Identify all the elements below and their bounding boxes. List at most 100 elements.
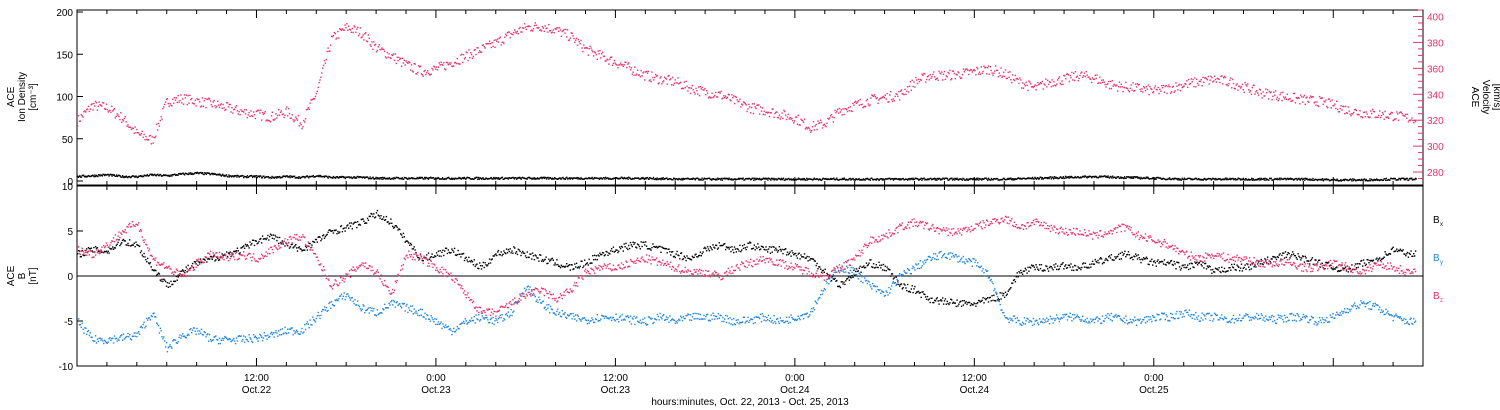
- density-point: [625, 178, 627, 180]
- density-point: [216, 173, 219, 176]
- velocity-point: [274, 118, 276, 120]
- velocity-point: [1264, 95, 1266, 97]
- density-point: [999, 179, 1001, 181]
- bx-point: [453, 251, 455, 253]
- density-point: [926, 179, 928, 181]
- bx-point: [1143, 257, 1145, 259]
- velocity-point: [778, 114, 781, 116]
- bx-point: [1185, 267, 1187, 269]
- density-point: [967, 179, 969, 181]
- density-point: [1091, 177, 1093, 179]
- velocity-point: [492, 45, 494, 48]
- density-point: [512, 176, 514, 179]
- density-point: [222, 173, 224, 176]
- velocity-point: [511, 33, 513, 35]
- density-point: [1387, 179, 1389, 181]
- velocity-point: [208, 97, 210, 99]
- bx-point: [393, 226, 396, 228]
- density-point: [467, 176, 469, 179]
- bx-point: [177, 276, 179, 278]
- bx-point: [925, 296, 927, 298]
- bx-point: [871, 266, 873, 268]
- velocity-point: [1335, 107, 1337, 110]
- density-point: [1005, 178, 1008, 181]
- density-point: [738, 177, 740, 180]
- bx-point: [994, 300, 996, 302]
- velocity-point: [527, 25, 529, 28]
- bx-point: [1135, 253, 1137, 255]
- bx-point: [1276, 256, 1279, 258]
- velocity-point: [355, 31, 357, 33]
- bx-point: [811, 258, 813, 260]
- density-tick-label: 0: [67, 177, 73, 188]
- bx-point: [278, 236, 281, 239]
- density-point: [507, 178, 510, 180]
- velocity-point: [155, 135, 157, 137]
- bx-point: [1019, 272, 1021, 274]
- density-point: [266, 176, 269, 178]
- density-point: [726, 177, 729, 180]
- density-point: [1124, 177, 1126, 179]
- bx-point: [577, 266, 580, 268]
- density-point: [88, 175, 90, 177]
- bx-point: [107, 250, 109, 252]
- bx-point: [1087, 266, 1089, 268]
- density-point: [913, 178, 915, 181]
- bx-point: [1152, 261, 1155, 263]
- velocity-point: [883, 97, 886, 99]
- velocity-point: [452, 65, 454, 68]
- velocity-point: [343, 29, 345, 31]
- bx-point: [1113, 259, 1115, 261]
- bx-point: [381, 218, 383, 221]
- velocity-point: [757, 104, 759, 106]
- bx-point: [244, 243, 247, 246]
- bx-point: [954, 302, 956, 304]
- velocity-point: [219, 104, 222, 106]
- density-point: [1168, 178, 1170, 180]
- velocity-point: [481, 44, 484, 46]
- density-point: [462, 177, 465, 180]
- density-point: [880, 178, 883, 180]
- velocity-point: [679, 82, 681, 84]
- density-point: [1409, 177, 1411, 179]
- velocity-point: [712, 96, 714, 99]
- velocity-point: [1372, 110, 1375, 113]
- velocity-point: [1078, 77, 1080, 80]
- velocity-point: [267, 119, 269, 122]
- velocity-point: [453, 62, 456, 64]
- velocity-point: [869, 104, 871, 106]
- density-point: [431, 177, 433, 179]
- velocity-point: [562, 30, 564, 32]
- velocity-point: [989, 66, 991, 68]
- bx-point: [593, 259, 595, 261]
- x-tick-label-time: 12:00: [603, 373, 628, 384]
- density-point: [1242, 177, 1245, 180]
- x-axis-ticks: 12:00Oct.220:00Oct.2312:00Oct.230:00Oct.…: [76, 10, 1424, 396]
- density-point: [446, 177, 448, 179]
- bx-point: [79, 256, 82, 258]
- bx-point: [308, 242, 310, 245]
- density-point: [1135, 176, 1137, 179]
- velocity-point: [633, 74, 635, 76]
- bx-point: [837, 285, 839, 288]
- velocity-point: [146, 138, 148, 141]
- density-point: [640, 177, 643, 179]
- velocity-point: [1117, 86, 1120, 88]
- density-point: [554, 177, 556, 179]
- velocity-point: [998, 72, 1000, 74]
- velocity-point: [1132, 82, 1134, 84]
- bx-point: [452, 249, 454, 252]
- velocity-point: [98, 101, 100, 103]
- density-point: [622, 178, 625, 180]
- density-point: [1061, 177, 1064, 179]
- velocity-point: [1411, 117, 1413, 119]
- velocity-point: [892, 98, 895, 100]
- velocity-point: [1403, 114, 1405, 117]
- velocity-point: [339, 28, 341, 30]
- velocity-point: [1267, 98, 1270, 100]
- bx-point: [1070, 263, 1072, 265]
- velocity-point: [678, 83, 680, 85]
- velocity-point: [887, 101, 889, 103]
- density-point: [748, 177, 750, 180]
- density-point: [447, 176, 450, 179]
